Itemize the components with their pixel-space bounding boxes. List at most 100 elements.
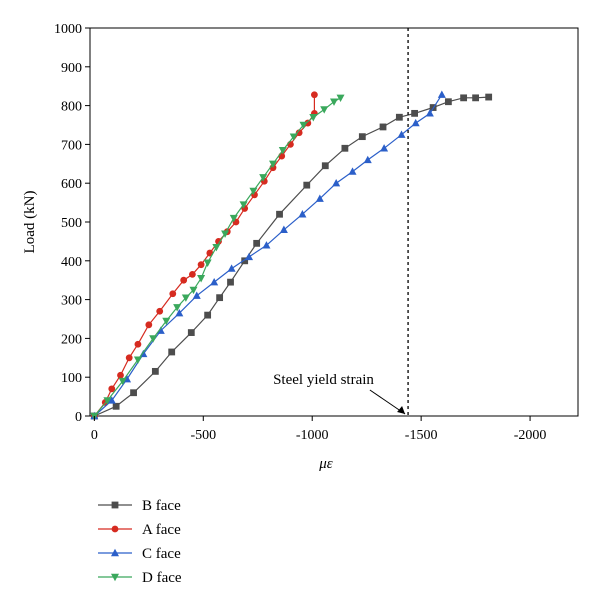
data-point bbox=[380, 144, 389, 152]
data-point bbox=[189, 286, 198, 295]
axes: 0 100 200 300 400 500 600 700 800 900 1000 0 -500 -10… bbox=[54, 22, 546, 443]
data-point bbox=[181, 294, 190, 302]
data-point bbox=[188, 270, 196, 278]
data-point bbox=[151, 367, 159, 375]
data-point bbox=[210, 277, 219, 286]
data-point bbox=[262, 241, 271, 249]
data-point bbox=[245, 252, 254, 261]
data-point bbox=[227, 278, 234, 286]
data-point bbox=[444, 98, 452, 106]
data-point bbox=[117, 371, 124, 379]
series-d-face bbox=[90, 94, 345, 421]
data-point bbox=[180, 276, 188, 284]
data-point bbox=[169, 290, 177, 298]
data-point bbox=[130, 389, 137, 397]
y-tick-label: 900 bbox=[61, 61, 82, 76]
data-point bbox=[397, 130, 406, 138]
data-point bbox=[460, 94, 468, 102]
y-axis-title: Load (kN) bbox=[22, 191, 38, 254]
series-line bbox=[94, 94, 443, 417]
data-point bbox=[411, 118, 420, 127]
data-point bbox=[149, 335, 158, 343]
data-point bbox=[239, 201, 248, 209]
data-point bbox=[303, 181, 311, 189]
y-tick-label: 600 bbox=[61, 177, 82, 192]
arrow-head bbox=[397, 406, 406, 414]
data-point bbox=[212, 244, 221, 252]
data-point bbox=[289, 133, 298, 141]
data-marks bbox=[90, 90, 493, 421]
data-point bbox=[298, 210, 307, 218]
y-tick-label: 800 bbox=[61, 100, 82, 115]
y-tick-label: 300 bbox=[61, 294, 82, 309]
data-point bbox=[111, 501, 119, 509]
data-point bbox=[269, 160, 277, 168]
data-point bbox=[168, 348, 176, 356]
data-point bbox=[321, 162, 329, 170]
data-point bbox=[411, 109, 419, 117]
legend-label: A face bbox=[142, 522, 181, 538]
x-axis-title: με bbox=[318, 456, 333, 472]
data-point bbox=[215, 238, 222, 245]
data-point bbox=[315, 194, 324, 202]
y-tick-label: 200 bbox=[61, 332, 82, 347]
data-point bbox=[341, 144, 349, 152]
data-point bbox=[379, 123, 387, 131]
data-point bbox=[259, 174, 268, 182]
legend: B face A face C face D face bbox=[98, 498, 182, 586]
yield-strain-label: Steel yield strain bbox=[273, 372, 374, 388]
data-point bbox=[348, 167, 357, 175]
data-point bbox=[111, 525, 119, 533]
x-tick-label: -1500 bbox=[405, 428, 438, 443]
data-point bbox=[203, 259, 212, 267]
data-point bbox=[358, 133, 366, 141]
legend-item: D face bbox=[98, 570, 182, 586]
y-tick-label: 0 bbox=[75, 410, 82, 425]
data-point bbox=[103, 397, 112, 405]
data-point bbox=[145, 321, 153, 329]
data-point bbox=[295, 129, 303, 137]
legend-label: C face bbox=[142, 546, 181, 562]
series-c-face bbox=[90, 90, 446, 420]
data-point bbox=[279, 225, 288, 233]
series-line bbox=[93, 94, 315, 417]
data-point bbox=[112, 402, 120, 410]
legend-item: C face bbox=[98, 546, 181, 562]
data-point bbox=[111, 548, 119, 557]
legend-item: A face bbox=[98, 522, 181, 538]
data-point bbox=[363, 155, 372, 164]
y-tick-label: 1000 bbox=[54, 22, 82, 37]
data-point bbox=[187, 329, 195, 336]
legend-item: B face bbox=[98, 498, 181, 514]
data-point bbox=[221, 230, 230, 238]
data-point bbox=[485, 93, 493, 101]
x-tick-label: 0 bbox=[91, 428, 98, 443]
data-point bbox=[320, 106, 329, 114]
data-point bbox=[332, 179, 341, 187]
data-point bbox=[304, 119, 312, 127]
data-point bbox=[299, 121, 308, 130]
data-point bbox=[253, 239, 261, 247]
data-point bbox=[192, 291, 201, 299]
data-point bbox=[276, 210, 283, 218]
data-point bbox=[204, 311, 212, 319]
data-point bbox=[173, 304, 182, 312]
series-line bbox=[93, 97, 341, 417]
data-point bbox=[111, 573, 119, 582]
data-point bbox=[216, 294, 224, 302]
data-point bbox=[330, 98, 338, 106]
series-a-face bbox=[90, 91, 318, 420]
data-point bbox=[395, 113, 403, 121]
data-point bbox=[118, 377, 127, 386]
x-tick-label: -2000 bbox=[514, 428, 547, 443]
data-point bbox=[197, 261, 205, 269]
data-point bbox=[156, 307, 164, 315]
data-point bbox=[175, 308, 184, 317]
legend-label: D face bbox=[142, 570, 182, 586]
data-point bbox=[425, 109, 434, 117]
annotations: Steel yield strain bbox=[273, 28, 409, 416]
data-point bbox=[437, 90, 446, 98]
x-tick-label: -1000 bbox=[296, 428, 329, 443]
data-point bbox=[134, 340, 142, 348]
